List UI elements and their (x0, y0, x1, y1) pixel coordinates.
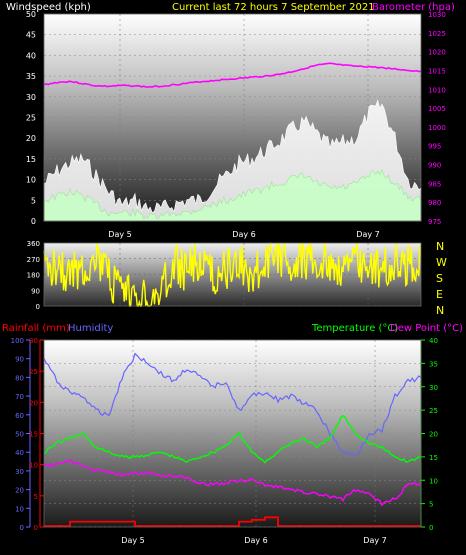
y2-tick-label: 1020 (428, 49, 446, 57)
y-tick-label: 15 (26, 155, 36, 164)
humidity-tick-label: 90 (15, 356, 24, 364)
rainfall-series (44, 516, 421, 527)
temperature-tick-label: 25 (429, 407, 438, 415)
rain-tick-label: 20 (29, 399, 38, 407)
compass-letter: N (436, 240, 444, 253)
y-tick-label: 20 (26, 134, 36, 143)
rain-tick-label: 30 (29, 337, 38, 345)
wind-axis-title: Windspeed (kph) (6, 2, 91, 13)
compass-letter: E (436, 288, 443, 301)
y-tick-label: 35 (26, 72, 36, 81)
chart-title: Current last 72 hours 7 September 2021 (172, 2, 375, 13)
y-tick-label: 45 (26, 31, 36, 40)
rain-tick-label: 15 (29, 431, 38, 439)
y-tick-label: 360 (27, 240, 40, 248)
y2-tick-label: 985 (428, 180, 441, 188)
y2-tick-label: 1000 (428, 124, 446, 132)
compass-letter: W (436, 256, 447, 269)
panel-border (43, 13, 422, 222)
x-tick-label: Day 7 (363, 536, 386, 545)
x-tick-label: Day 5 (108, 230, 131, 239)
x-tick-label: Day 5 (121, 536, 144, 545)
humidity-tick-label: 50 (15, 431, 24, 439)
y2-tick-label: 995 (428, 143, 441, 151)
humidity-tick-label: 40 (15, 449, 24, 457)
temperature-tick-label: 0 (429, 524, 433, 532)
x-tick-label: Day 7 (356, 230, 379, 239)
rain-tick-label: 0 (34, 524, 38, 532)
humidity-tick-label: 30 (15, 468, 24, 476)
y-tick-label: 10 (26, 176, 36, 185)
humidity-tick-label: 0 (20, 524, 24, 532)
rain-axis-title: Rainfall (mm) (2, 323, 70, 334)
y-tick-label: 180 (27, 272, 40, 280)
humidity-tick-label: 10 (15, 505, 24, 513)
compass-letters: N W S E N (436, 240, 447, 317)
temperature-panel-axes: 0 10 20 30 40 50 60 70 80 90 100 0 5 10 15 20 25 30 0 5 10 15… (11, 337, 438, 545)
y2-tick-label: 975 (428, 218, 441, 226)
temperature-panel-grid (44, 339, 421, 528)
y-tick-label: 270 (27, 256, 40, 264)
dewpoint-series (43, 459, 422, 507)
wind-panel-axes: 0510152025303540455097598098599099510001… (26, 10, 446, 239)
humidity-tick-label: 60 (15, 412, 24, 420)
rain-tick-label: 5 (34, 493, 38, 501)
temperature-tick-label: 30 (429, 384, 438, 392)
temperature-tick-label: 15 (429, 454, 438, 462)
wind-series (43, 169, 422, 222)
barometer-series (43, 62, 422, 88)
panel-border (43, 242, 422, 307)
temperature-panel-bg (44, 340, 421, 527)
x-tick-label: Day 6 (232, 230, 255, 239)
y2-tick-label: 1030 (428, 11, 446, 19)
y2-tick-label: 1010 (428, 86, 446, 94)
compass-letter: N (436, 304, 444, 317)
temperature-tick-label: 10 (429, 477, 438, 485)
y2-tick-label: 980 (428, 199, 441, 207)
y-tick-label: 0 (31, 217, 36, 226)
temperature-tick-label: 5 (429, 501, 433, 509)
humidity-axis-title: Humidity (68, 323, 113, 334)
temperature-series (43, 414, 422, 464)
rain-tick-label: 10 (29, 462, 38, 470)
y-tick-label: 40 (26, 51, 36, 60)
panel-border (43, 339, 422, 528)
x-tick-label: Day 6 (244, 536, 267, 545)
temperature-tick-label: 20 (429, 431, 438, 439)
direction-panel-series (43, 241, 421, 307)
temperature-tick-label: 40 (429, 337, 438, 345)
y2-tick-label: 990 (428, 162, 441, 170)
temperature-panel-series (43, 352, 422, 527)
y2-tick-label: 1005 (428, 105, 446, 113)
humidity-tick-label: 80 (15, 374, 24, 382)
y2-tick-label: 1015 (428, 67, 446, 75)
direction-panel-axes: 0 90 180 270 360 (27, 240, 422, 311)
compass-letter: S (436, 272, 443, 285)
baro-axis-title: Barometer (hpa) (372, 2, 455, 13)
y2-tick-label: 1025 (428, 30, 446, 38)
temperature-axis-title: Temperature (°C) (311, 323, 398, 334)
temperature-tick-label: 35 (429, 360, 438, 368)
dewpoint-axis-title: Dew Point (°C) (390, 323, 463, 334)
y-tick-label: 30 (26, 93, 36, 102)
humidity-tick-label: 100 (11, 337, 24, 345)
y-tick-label: 90 (31, 287, 40, 295)
rain-tick-label: 25 (29, 368, 38, 376)
humidity-tick-label: 70 (15, 393, 24, 401)
humidity-tick-label: 20 (15, 487, 24, 495)
direction-series (43, 241, 421, 307)
y-tick-label: 0 (36, 303, 40, 311)
y-tick-label: 50 (26, 10, 36, 19)
wind-panel-series (43, 62, 422, 222)
y-tick-label: 25 (26, 114, 36, 123)
humidity-series (43, 352, 422, 457)
y-tick-label: 5 (31, 196, 36, 205)
